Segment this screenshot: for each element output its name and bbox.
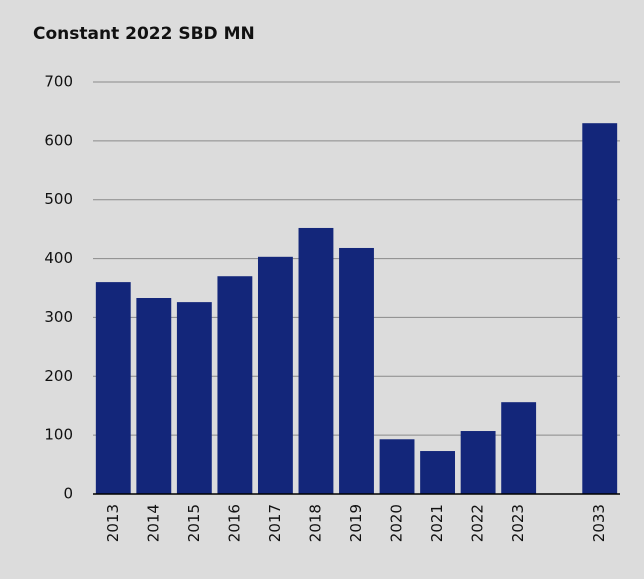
bar [379,439,415,494]
bar [582,123,618,494]
y-tick-label: 300 [44,308,73,326]
y-tick-label: 400 [44,249,73,267]
bar [460,431,496,494]
x-tick-label: 2014 [144,504,162,542]
x-tick-label: 2015 [185,504,203,542]
bar [339,247,374,494]
x-tick-label: 2022 [469,504,487,542]
bar [298,227,334,495]
bar [420,451,456,494]
x-tick-label: 2016 [225,504,243,542]
x-tick-label: 2020 [388,504,406,542]
bar [95,282,131,494]
x-tick-label: 2018 [306,504,324,542]
x-tick-label: 2019 [347,504,365,542]
x-tick-label: 2021 [428,504,446,542]
x-tick-label: 2033 [590,504,608,542]
bar [176,302,212,494]
y-tick-label: 0 [63,485,73,503]
y-tick-label: 700 [44,73,73,91]
bar [501,402,537,494]
x-tick-label: 2013 [104,504,122,542]
bar [257,256,293,494]
y-tick-label: 600 [44,131,73,149]
bar [217,276,253,494]
y-tick-label: 100 [44,426,73,444]
x-tick-label: 2023 [509,504,527,542]
bar [136,298,172,494]
chart-title: Constant 2022 SBD MN [33,24,255,44]
y-tick-label: 500 [44,190,73,208]
y-tick-label: 200 [44,367,73,385]
x-tick-label: 2017 [266,504,284,542]
